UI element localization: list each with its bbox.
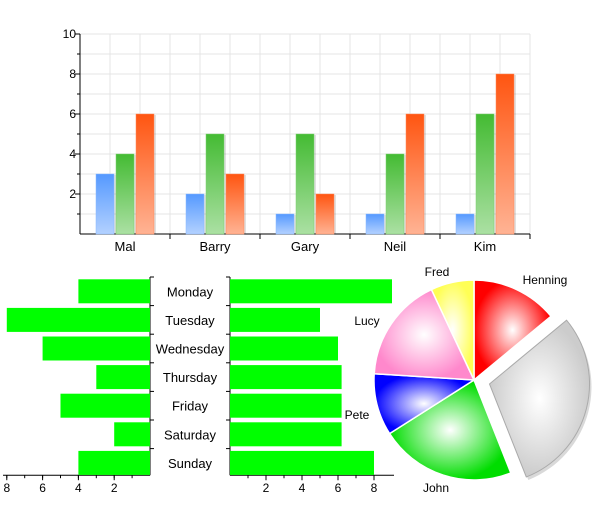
grouped-bar-chart: 2 4 6 8 10 Mal Barry Gary Neil Kim — [63, 27, 531, 254]
right-x-tick-label: 2 — [263, 481, 270, 495]
pie-slice-label: Lucy — [354, 314, 379, 328]
day-label: Friday — [172, 399, 209, 414]
pie-slice — [473, 279, 553, 382]
left-x-tick-label: 8 — [3, 481, 10, 495]
y-tick-label: 4 — [69, 147, 76, 161]
x-tick-label: Gary — [291, 239, 320, 254]
bar — [495, 73, 515, 235]
day-label: Wednesday — [156, 342, 225, 357]
y-tick-label: 8 — [69, 67, 76, 81]
left-x-tick-label: 2 — [111, 481, 118, 495]
pie-slice — [373, 288, 476, 381]
pie-slice-label: Pete — [345, 408, 370, 422]
bar — [135, 113, 155, 235]
right-bar — [230, 422, 342, 447]
left-bar — [42, 336, 151, 361]
x-tick-label: Kim — [474, 239, 496, 254]
day-label: Monday — [167, 284, 214, 299]
bar — [295, 133, 315, 235]
left-bar — [114, 422, 150, 447]
day-label: Thursday — [163, 370, 218, 385]
bar — [95, 173, 115, 235]
right-bar — [230, 393, 342, 418]
x-tick-label: Mal — [115, 239, 136, 254]
day-label: Sunday — [168, 456, 213, 471]
right-x-tick-label: 6 — [335, 481, 342, 495]
bar — [455, 213, 475, 235]
day-label: Saturday — [164, 427, 217, 442]
right-bar — [230, 365, 342, 390]
pie-slice — [430, 279, 475, 381]
y-tick-label: 2 — [69, 187, 76, 201]
y-tick-label: 6 — [69, 107, 76, 121]
pie-slice-label: John — [423, 481, 449, 495]
x-tick-label: Neil — [384, 239, 407, 254]
bar — [475, 113, 495, 235]
right-bar — [230, 307, 320, 332]
left-bar — [96, 365, 150, 390]
bar — [205, 133, 225, 235]
bar — [115, 153, 135, 235]
pie-slice-label: Henning — [523, 273, 568, 287]
pie-slice-label: Fred — [425, 265, 450, 279]
right-x-tick-label: 4 — [299, 481, 306, 495]
left-bar — [60, 393, 150, 418]
right-bar — [230, 336, 338, 361]
pie-chart: Henning John Pete Lucy Fred — [345, 265, 592, 495]
y-tick-label: 10 — [63, 27, 77, 41]
bar — [315, 193, 335, 235]
bar — [275, 213, 295, 235]
left-x-tick-label: 4 — [75, 481, 82, 495]
pie-slice — [488, 319, 590, 478]
bar — [385, 153, 405, 235]
right-bar — [230, 279, 392, 304]
bar — [405, 113, 425, 235]
left-bar — [6, 307, 150, 332]
bar — [225, 173, 245, 235]
right-x-tick-label: 8 — [371, 481, 378, 495]
left-bar — [78, 279, 150, 304]
pie-slice — [388, 378, 512, 481]
day-label: Tuesday — [165, 313, 215, 328]
right-bar — [230, 450, 374, 475]
left-bar — [78, 450, 150, 475]
bar — [185, 193, 205, 235]
bar — [365, 213, 385, 235]
left-x-tick-label: 6 — [39, 481, 46, 495]
x-tick-label: Barry — [199, 239, 231, 254]
horizontal-bar-chart: Monday Tuesday Wednesday Thursday Friday Satu… — [3, 276, 394, 495]
